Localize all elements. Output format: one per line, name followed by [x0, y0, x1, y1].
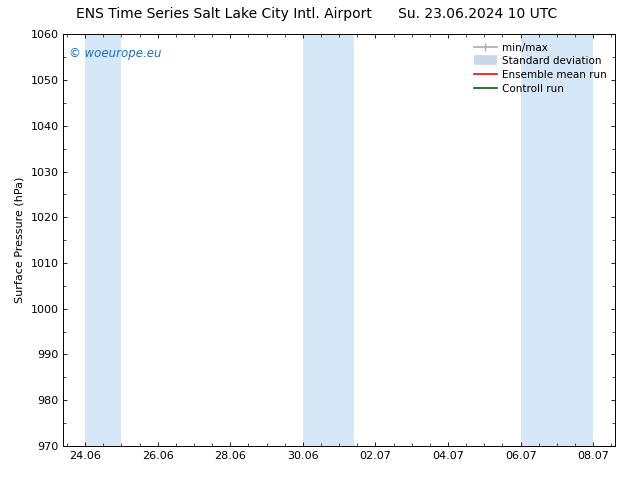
Y-axis label: Surface Pressure (hPa): Surface Pressure (hPa) [15, 177, 25, 303]
Text: © woeurope.eu: © woeurope.eu [69, 47, 162, 60]
Bar [303, 34, 354, 446]
Bar [521, 34, 593, 446]
Legend: min/max, Standard deviation, Ensemble mean run, Controll run: min/max, Standard deviation, Ensemble me… [470, 40, 610, 97]
Bar [85, 34, 122, 446]
Text: ENS Time Series Salt Lake City Intl. Airport      Su. 23.06.2024 10 UTC: ENS Time Series Salt Lake City Intl. Air… [76, 7, 558, 22]
